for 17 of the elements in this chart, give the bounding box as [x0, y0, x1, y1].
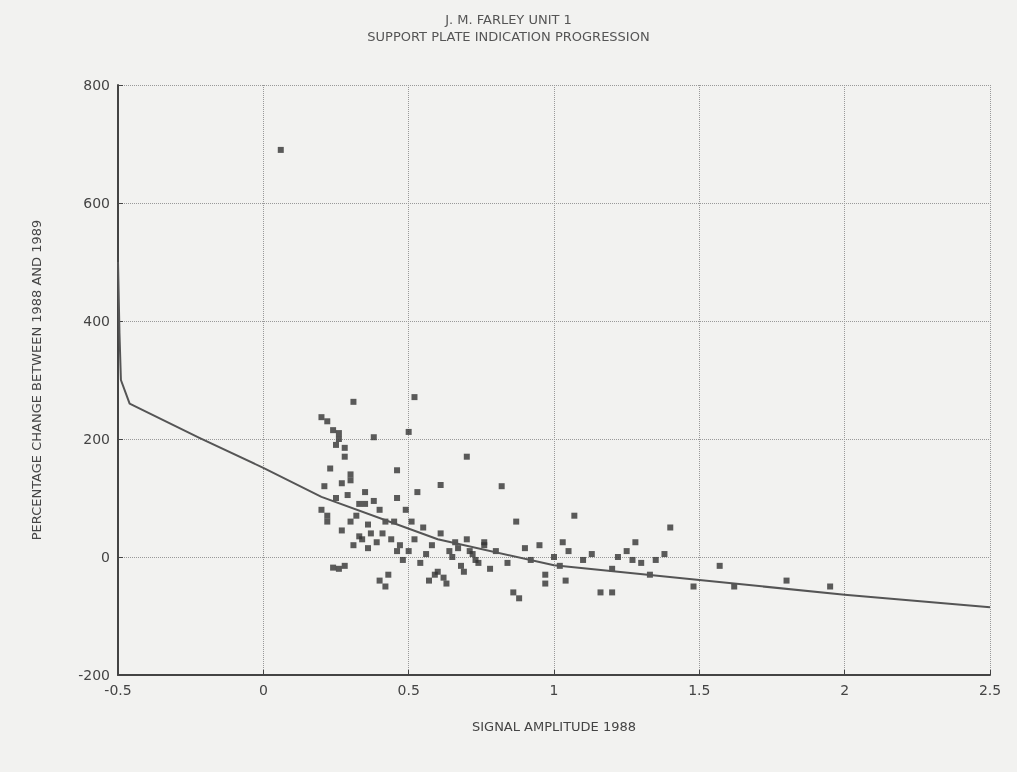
x-tick-label: 2	[840, 682, 850, 698]
chart-subtitle: SUPPORT PLATE INDICATION PROGRESSION	[367, 29, 650, 44]
y-tick-label: 800	[83, 77, 110, 93]
y-tick-label: -200	[78, 667, 110, 683]
x-tick-label: -0.5	[104, 682, 132, 698]
x-tick-label: 0	[258, 682, 268, 698]
chart-title: J. M. FARLEY UNIT 1	[444, 12, 572, 27]
x-tick-label: 2.5	[978, 682, 1002, 698]
y-tick-label: 0	[101, 549, 110, 565]
x-axis-title: SIGNAL AMPLITUDE 1988	[471, 719, 637, 734]
x-tick-label: 1.5	[688, 682, 711, 698]
y-tick-label: 400	[83, 313, 110, 329]
x-tick-label: 0.5	[397, 682, 420, 698]
y-tick-label: 200	[83, 431, 110, 447]
y-axis-title: PERCENTAGE CHANGE BETWEEN 1988 AND 1989	[29, 219, 44, 541]
y-tick-label: 600	[83, 195, 110, 211]
x-tick-label: 1	[549, 682, 559, 698]
